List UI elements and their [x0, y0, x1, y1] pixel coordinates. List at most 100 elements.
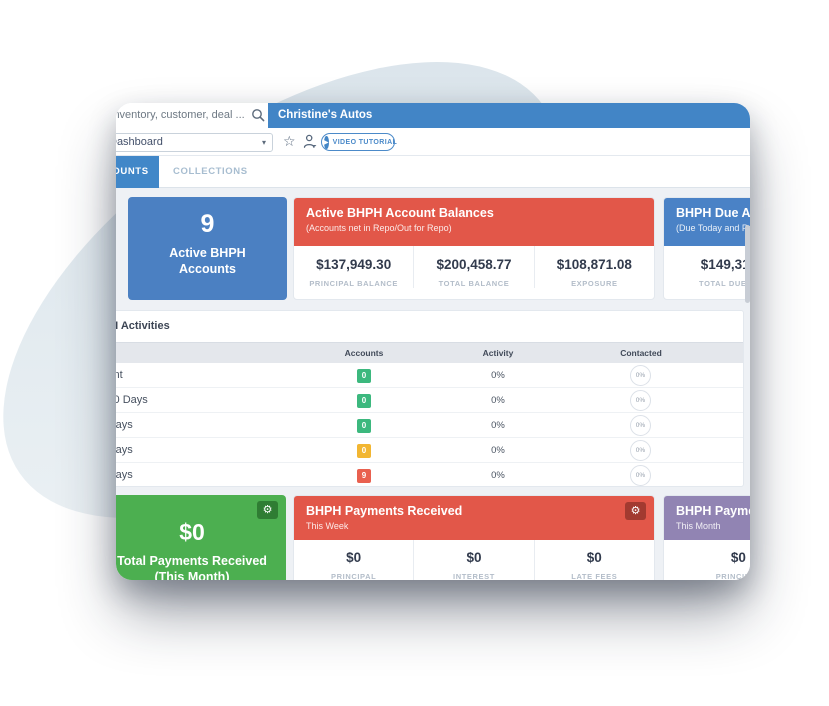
- accounts-badge: 0: [357, 394, 371, 408]
- dashboard-content: 9 Active BHPH Accounts Active BHPH Accou…: [116, 188, 750, 580]
- search-placeholder: inventory, customer, deal ...: [116, 109, 245, 121]
- row-label: 91+ Days: [116, 469, 133, 481]
- active-accounts-label: Active BHPH Accounts: [169, 246, 246, 277]
- metric-value: $137,949.30: [316, 257, 392, 272]
- metric-value: $0: [466, 550, 482, 565]
- column-contacted: Contacted: [620, 348, 662, 358]
- topbar: inventory, customer, deal ... Christine'…: [116, 103, 750, 128]
- row-label: Current: [116, 369, 123, 381]
- row-label: 31+ Days: [116, 419, 133, 431]
- accounts-badge: 0: [357, 444, 371, 458]
- account-balances-metrics: $137,949.30 PRINCIPAL BALANCE $200,458.7…: [294, 246, 654, 288]
- video-tutorial-label: VIDEO TUTORIAL: [332, 138, 398, 146]
- video-tutorial-button[interactable]: ▶ VIDEO TUTORIAL: [321, 133, 398, 151]
- activity-value: 0%: [491, 395, 505, 406]
- metric-label: PRINCIPAL BALANCE: [309, 279, 398, 288]
- search-input[interactable]: inventory, customer, deal ...: [116, 103, 268, 128]
- metric-interest: $0 INTEREST: [413, 540, 533, 580]
- search-icon[interactable]: [251, 108, 265, 122]
- tab-bar: ACCOUNTS COLLECTIONS: [116, 156, 750, 188]
- payments-week-subtitle: This Week: [306, 521, 349, 531]
- total-payments-card: ⚙ $0 Total Payments Received (This Month…: [116, 495, 286, 580]
- payments-month-title: BHPH Payments Received: [676, 504, 750, 518]
- app-window: inventory, customer, deal ... Christine'…: [116, 103, 750, 580]
- gear-icon[interactable]: ⚙: [625, 502, 646, 520]
- payments-week-card: BHPH Payments Received This Week ⚙ $0 PR…: [293, 495, 655, 580]
- user-icon[interactable]: [303, 134, 317, 149]
- due-amounts-title: BHPH Due Amounts: [676, 206, 750, 220]
- metric-late-fees: $0 LATE FEES: [533, 540, 654, 580]
- activities-table-header: Accounts Activity Contacted: [116, 342, 743, 363]
- metric-value: $0: [730, 550, 746, 565]
- activities-panel: BHPH Activities Accounts Activity Contac…: [116, 310, 744, 487]
- metric-value: $0: [586, 550, 602, 565]
- metric-label: TOTAL BALANCE: [438, 279, 510, 288]
- contacted-circle: 0%: [630, 465, 651, 486]
- payments-month-header: BHPH Payments Received This Month: [664, 496, 750, 540]
- payments-month-subtitle: This Month: [676, 521, 721, 531]
- metric-exposure: $108,871.08 EXPOSURE: [533, 246, 654, 288]
- metric-label: PRINCIPAL: [715, 572, 750, 580]
- metric-principal: $0 PRINCIPAL: [294, 540, 413, 580]
- table-row-91plus: 91+ Days 9 0% 0%: [116, 463, 743, 488]
- due-amounts-metrics: $149,310.68 TOTAL DUE TODAY: [664, 246, 750, 288]
- favorite-star-icon[interactable]: ☆: [283, 134, 296, 150]
- contacted-circle: 0%: [630, 390, 651, 411]
- account-balances-header: Active BHPH Account Balances (Accounts n…: [294, 198, 654, 246]
- nav-select-value: Dashboard: [116, 136, 163, 148]
- contacted-circle: 0%: [630, 365, 651, 386]
- tab-collections[interactable]: COLLECTIONS: [173, 166, 248, 177]
- metric-label: PRINCIPAL: [331, 572, 377, 580]
- metric-label: EXPOSURE: [571, 279, 618, 288]
- column-accounts: Accounts: [344, 348, 384, 358]
- metric-value: $200,458.77: [436, 257, 512, 272]
- metric-value: $149,310.68: [700, 257, 750, 272]
- metric-label: INTEREST: [453, 572, 495, 580]
- metric-value: $0: [346, 550, 362, 565]
- company-titlebar: Christine's Autos: [268, 103, 750, 128]
- payments-month-card: BHPH Payments Received This Month $0 PRI…: [663, 495, 750, 580]
- active-accounts-card: 9 Active BHPH Accounts: [128, 197, 287, 300]
- chevron-down-icon: ▾: [261, 138, 266, 147]
- play-icon: ▶: [324, 135, 329, 149]
- activity-value: 0%: [491, 420, 505, 431]
- accounts-badge: 0: [357, 369, 371, 383]
- column-activity: Activity: [482, 348, 514, 358]
- contacted-circle: 0%: [630, 415, 651, 436]
- total-payments-label: Total Payments Received (This Month): [117, 554, 267, 580]
- tab-accounts[interactable]: ACCOUNTS: [116, 156, 159, 188]
- activity-value: 0%: [491, 470, 505, 481]
- account-balances-title: Active BHPH Account Balances: [306, 206, 494, 220]
- account-balances-card: Active BHPH Account Balances (Accounts n…: [293, 197, 655, 300]
- total-payments-amount: $0: [179, 519, 205, 545]
- scrollbar[interactable]: [745, 225, 750, 303]
- tab-accounts-label: ACCOUNTS: [116, 166, 149, 177]
- row-label: 61+ Days: [116, 444, 133, 456]
- activity-value: 0%: [491, 445, 505, 456]
- due-amounts-subtitle: (Due Today and Past Due): [676, 223, 750, 233]
- active-accounts-count: 9: [200, 210, 215, 238]
- accounts-badge: 9: [357, 469, 371, 483]
- table-row-1-30: 1 to 30 Days 0 0% 0%: [116, 388, 743, 413]
- payments-week-title: BHPH Payments Received: [306, 504, 463, 518]
- metric-total-due-today: $149,310.68 TOTAL DUE TODAY: [664, 246, 750, 288]
- metric-label: TOTAL DUE TODAY: [699, 279, 750, 288]
- activities-title: BHPH Activities: [116, 320, 170, 332]
- page-nav-select[interactable]: Dashboard ▾: [116, 133, 273, 152]
- gear-icon[interactable]: ⚙: [257, 501, 278, 519]
- metric-total-balance: $200,458.77 TOTAL BALANCE: [413, 246, 533, 288]
- metric-label: LATE FEES: [571, 572, 618, 580]
- accounts-badge: 0: [357, 419, 371, 433]
- table-row-31plus: 31+ Days 0 0% 0%: [116, 413, 743, 438]
- table-row-current: Current 0 0% 0%: [116, 363, 743, 388]
- app-screenshot: inventory, customer, deal ... Christine'…: [116, 103, 750, 580]
- payments-week-metrics: $0 PRINCIPAL $0 INTEREST $0 LATE FEES: [294, 540, 654, 580]
- metric-principal-balance: $137,949.30 PRINCIPAL BALANCE: [294, 246, 413, 288]
- contacted-circle: 0%: [630, 440, 651, 461]
- account-balances-subtitle: (Accounts net in Repo/Out for Repo): [306, 223, 452, 233]
- row-label: 1 to 30 Days: [116, 394, 148, 406]
- table-row-61plus: 61+ Days 0 0% 0%: [116, 438, 743, 463]
- activity-value: 0%: [491, 370, 505, 381]
- payments-week-header: BHPH Payments Received This Week ⚙: [294, 496, 654, 540]
